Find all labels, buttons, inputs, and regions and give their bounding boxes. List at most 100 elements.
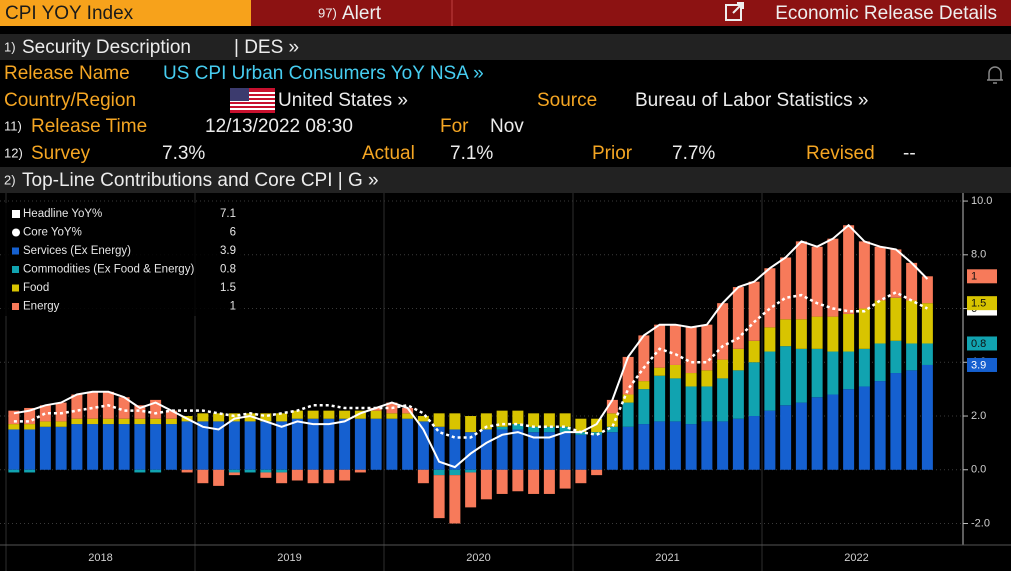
bar-segment bbox=[496, 469, 508, 494]
field-value[interactable]: US CPI Urban Consumers YoY NSA » bbox=[163, 63, 484, 84]
bar-segment bbox=[150, 469, 162, 473]
bar-segment bbox=[732, 418, 744, 470]
bar-segment bbox=[748, 340, 760, 363]
bar-segment bbox=[748, 281, 760, 341]
bar-segment bbox=[795, 402, 807, 470]
bar-segment bbox=[906, 262, 918, 301]
bar-segment bbox=[150, 424, 162, 470]
bar-segment bbox=[134, 469, 146, 473]
value-tag bbox=[967, 269, 997, 284]
bar-segment bbox=[260, 421, 272, 470]
bar-segment bbox=[543, 413, 555, 427]
y-tick-label: 8.0 bbox=[971, 249, 986, 261]
bar-segment bbox=[386, 413, 398, 419]
value-tag-label: 0.8 bbox=[971, 338, 986, 350]
value-tag-label: 1.5 bbox=[971, 298, 986, 310]
bar-segment bbox=[606, 413, 618, 427]
bar-segment bbox=[906, 370, 918, 470]
bar-segment bbox=[780, 405, 792, 470]
bar-segment bbox=[685, 373, 697, 387]
bar-segment bbox=[449, 475, 461, 524]
bar-segment bbox=[433, 426, 445, 470]
us-flag bbox=[230, 88, 275, 113]
bar-segment bbox=[543, 469, 555, 494]
bar-segment bbox=[874, 381, 886, 470]
bar-segment bbox=[732, 370, 744, 419]
x-tick-label: 2022 bbox=[844, 552, 868, 564]
bar-segment bbox=[449, 429, 461, 470]
legend-label: Core YoY% bbox=[23, 227, 82, 239]
bar-segment bbox=[575, 434, 587, 470]
bar-segment bbox=[827, 351, 839, 395]
chart: -2.00.02.04.06.08.010.020182019202020212… bbox=[0, 193, 1011, 571]
bar-segment bbox=[780, 319, 792, 347]
bar-segment bbox=[732, 287, 744, 349]
bar-segment bbox=[71, 424, 83, 470]
legend-value: 7.1 bbox=[220, 208, 236, 220]
bar-segment bbox=[843, 225, 855, 314]
section-title[interactable]: Top-Line Contributions and Core CPI | G … bbox=[22, 170, 379, 191]
field-label: Release Time bbox=[31, 116, 147, 137]
bar-segment bbox=[606, 426, 618, 433]
field-label: Source bbox=[537, 90, 597, 111]
bar-segment bbox=[732, 348, 744, 371]
bar-segment bbox=[827, 394, 839, 470]
bar-segment bbox=[638, 381, 650, 390]
bar-segment bbox=[811, 246, 823, 317]
bar-segment bbox=[858, 386, 870, 470]
bar-segment bbox=[87, 424, 99, 470]
field-value[interactable]: Bureau of Labor Statistics » bbox=[635, 90, 868, 111]
field-label: Prior bbox=[592, 143, 633, 164]
value-tag bbox=[967, 336, 997, 351]
bar-segment bbox=[213, 413, 225, 422]
ticker-tab[interactable] bbox=[0, 0, 251, 26]
details-link[interactable]: Economic Release Details bbox=[775, 3, 997, 24]
section-bar bbox=[0, 167, 1011, 193]
bar-segment bbox=[134, 405, 146, 419]
bar-segment bbox=[780, 346, 792, 406]
x-tick-label: 2021 bbox=[655, 552, 679, 564]
section-bar bbox=[0, 34, 1011, 60]
section-num: 1) bbox=[4, 39, 16, 54]
bar-segment bbox=[244, 413, 256, 422]
bar-segment bbox=[24, 429, 36, 470]
field-label: Revised bbox=[806, 143, 875, 164]
bar-segment bbox=[764, 327, 776, 352]
bar-segment bbox=[559, 426, 571, 433]
section-link[interactable]: | DES » bbox=[234, 37, 299, 58]
x-tick-label: 2019 bbox=[277, 552, 301, 564]
bar-segment bbox=[669, 378, 681, 422]
section-title[interactable]: Security Description bbox=[22, 37, 191, 58]
bar-segment bbox=[606, 399, 618, 414]
bar-segment bbox=[213, 421, 225, 470]
field-value: 7.7% bbox=[672, 143, 715, 164]
bar-segment bbox=[71, 394, 83, 419]
legend-label: Services (Ex Energy) bbox=[23, 245, 131, 257]
alert-button[interactable]: Alert bbox=[342, 3, 382, 24]
bar-segment bbox=[921, 343, 933, 365]
bar-segment bbox=[323, 418, 335, 470]
bar-segment bbox=[512, 429, 524, 470]
bar-segment bbox=[858, 348, 870, 387]
bar-segment bbox=[890, 373, 902, 470]
field-value: -- bbox=[903, 143, 916, 164]
bar-segment bbox=[685, 424, 697, 470]
bar-segment bbox=[197, 421, 209, 470]
bar-segment bbox=[480, 469, 492, 500]
bar-segment bbox=[465, 432, 477, 470]
bar-segment bbox=[622, 394, 634, 403]
bar-segment bbox=[874, 246, 886, 301]
bar-segment bbox=[291, 418, 303, 470]
bar-segment bbox=[228, 421, 240, 470]
bar-segment bbox=[276, 469, 288, 473]
bar-segment bbox=[512, 410, 524, 425]
y-tick-label: 0.0 bbox=[971, 464, 986, 476]
bar-segment bbox=[24, 469, 36, 473]
field-value[interactable]: United States » bbox=[278, 90, 408, 111]
bar-segment bbox=[748, 416, 760, 470]
bar-segment bbox=[402, 418, 414, 470]
bar-segment bbox=[528, 432, 540, 470]
bar-segment bbox=[39, 421, 51, 427]
bar-segment bbox=[701, 324, 713, 371]
bar-segment bbox=[921, 364, 933, 470]
